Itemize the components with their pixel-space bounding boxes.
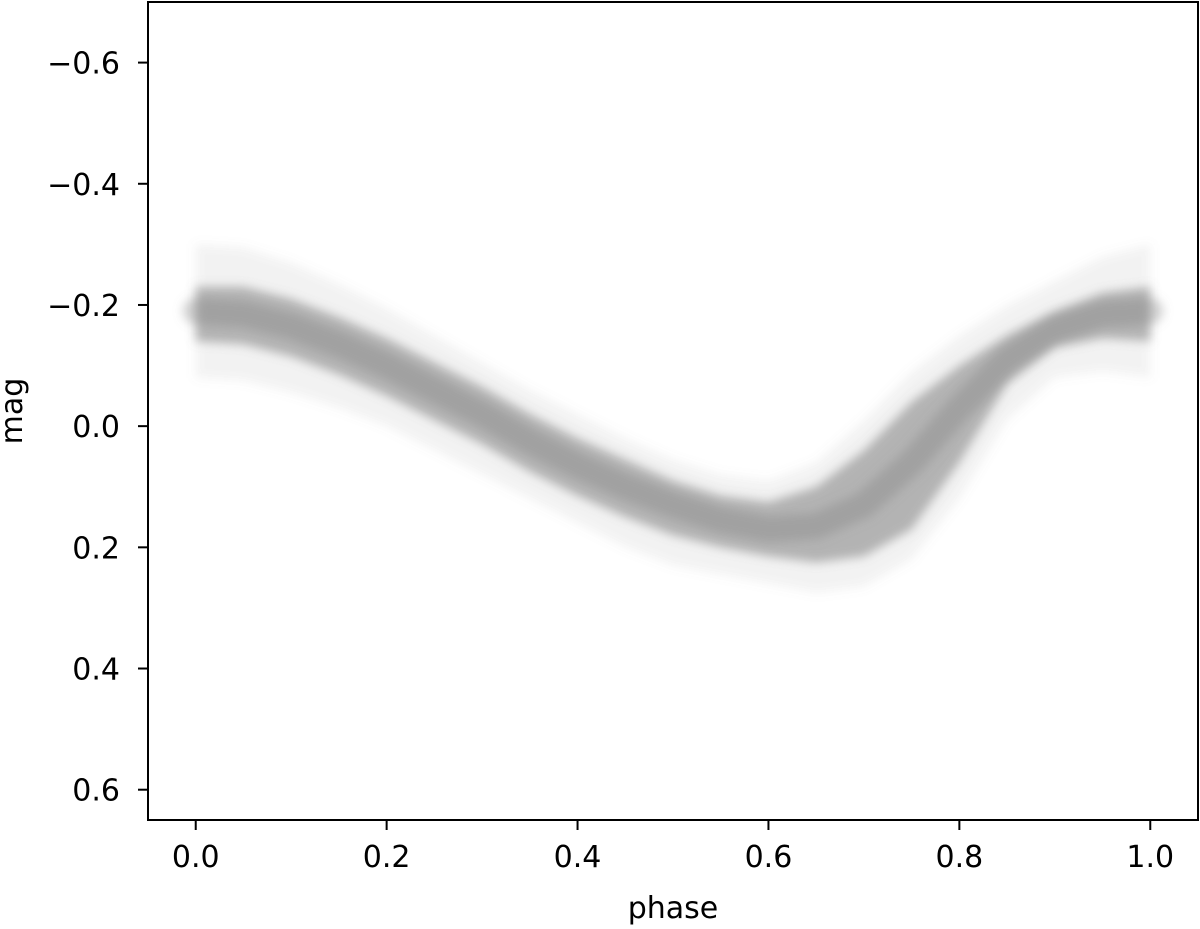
y-axis: −0.6 −0.4 −0.2 0.0 0.2 0.4 0.6: [47, 47, 148, 809]
y-tick-label: −0.2: [47, 289, 120, 324]
x-tick-label: 0.0: [172, 840, 220, 875]
x-axis-label: phase: [628, 891, 719, 926]
posterior-band-median: [182, 298, 1164, 543]
y-tick-label: 0.2: [72, 531, 120, 566]
y-axis-label: mag: [0, 378, 30, 445]
y-tick-label: 0.6: [72, 774, 120, 809]
y-tick-label: 0.4: [72, 653, 120, 688]
x-tick-label: 1.0: [1126, 840, 1174, 875]
x-tick-label: 0.2: [363, 840, 411, 875]
posterior-band-outer: [195, 244, 1151, 593]
plot-area: [182, 244, 1164, 593]
x-tick-label: 0.6: [745, 840, 793, 875]
axes-frame: [147, 1, 1199, 821]
y-tick-label: −0.6: [47, 47, 120, 82]
x-axis: 0.0 0.2 0.4 0.6 0.8 1.0: [172, 820, 1174, 875]
x-tick-label: 0.4: [554, 840, 602, 875]
posterior-band-core: [195, 286, 1151, 563]
y-tick-label: −0.4: [47, 168, 120, 203]
x-tick-label: 0.8: [936, 840, 984, 875]
y-tick-label: 0.0: [72, 410, 120, 445]
